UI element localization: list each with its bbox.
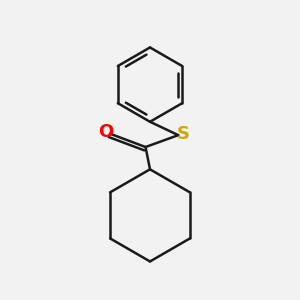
- Text: O: O: [98, 123, 113, 141]
- Text: S: S: [177, 125, 190, 143]
